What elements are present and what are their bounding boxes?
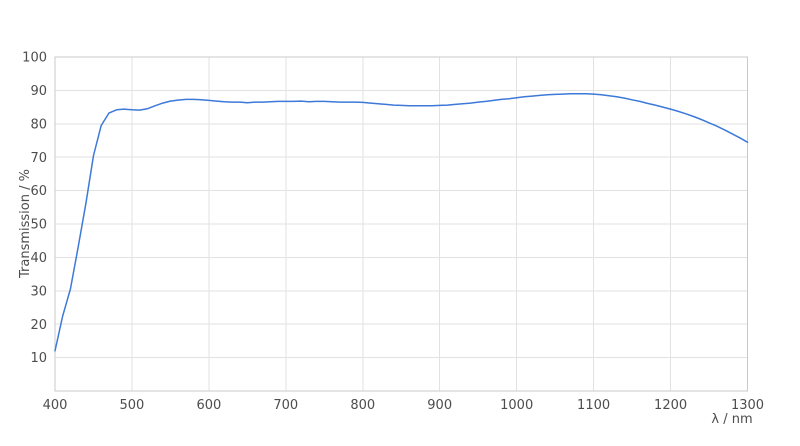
y-tick-label: 40: [30, 251, 47, 266]
y-tick-label: 20: [30, 318, 47, 333]
x-tick-label: 500: [119, 398, 144, 413]
y-tick-label: 90: [30, 84, 47, 99]
x-tick-label: 800: [350, 398, 375, 413]
y-tick-label: 10: [30, 351, 47, 366]
x-tick-label: 1200: [654, 398, 687, 413]
x-tick-label: 1100: [577, 398, 610, 413]
y-tick-label: 50: [30, 218, 47, 233]
y-tick-label: 100: [22, 51, 47, 66]
x-tick-label: 700: [273, 398, 298, 413]
x-tick-label: 1300: [731, 398, 764, 413]
y-tick-label: 70: [30, 151, 47, 166]
y-tick-label: 30: [30, 284, 47, 299]
x-tick-label: 600: [196, 398, 221, 413]
x-tick-label: 400: [43, 398, 68, 413]
x-tick-label: 1000: [500, 398, 533, 413]
x-tick-label: 900: [427, 398, 452, 413]
plot-border: [54, 56, 748, 392]
series-line-transmission: [54, 92, 749, 352]
x-axis-title: λ / nm: [711, 412, 753, 427]
y-tick-label: 60: [30, 184, 47, 199]
y-axis-title: Transmission / %: [18, 169, 33, 279]
y-tick-label: 80: [30, 117, 47, 132]
